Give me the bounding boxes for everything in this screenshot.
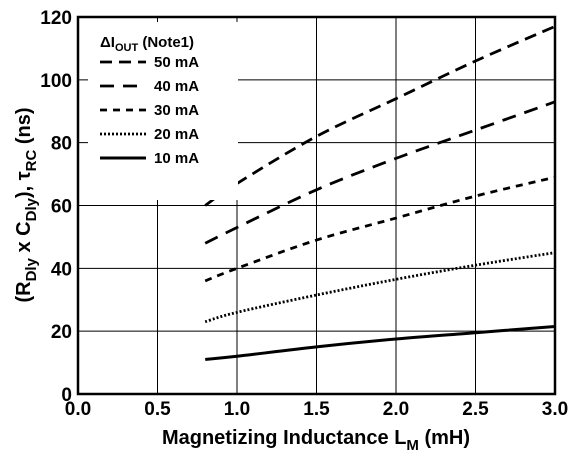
y-tick-label: 80 bbox=[51, 134, 72, 155]
x-tick-labels: 0.0 0.5 1.0 1.5 2.0 2.5 3.0 bbox=[65, 399, 568, 420]
legend-items: 50 mA 40 mA 30 mA 20 mA 10 mA bbox=[100, 54, 199, 167]
series-line-10-ma bbox=[205, 324, 556, 361]
legend-title: ΔIOUT (Note1) bbox=[100, 34, 194, 54]
y-tick-label: 40 bbox=[51, 259, 72, 280]
plot-frame bbox=[76, 15, 557, 396]
x-tick-label: 0.0 bbox=[65, 399, 91, 420]
legend-label: 30 mA bbox=[154, 102, 199, 119]
y-tick-label: 60 bbox=[51, 197, 72, 218]
y-tick-label: 20 bbox=[51, 322, 72, 343]
legend: ΔIOUT (Note1) 50 mA 40 mA 30 mA 20 mA 10 mA bbox=[88, 22, 238, 200]
x-tick-label: 2.0 bbox=[383, 399, 409, 420]
legend-label: 20 mA bbox=[154, 126, 199, 143]
x-tick-label: 3.0 bbox=[542, 399, 568, 420]
x-tick-label: 1.0 bbox=[224, 399, 250, 420]
x-tick-label: 1.5 bbox=[303, 399, 330, 420]
y-tick-label: 100 bbox=[40, 71, 72, 92]
x-tick-label: 2.5 bbox=[462, 399, 489, 420]
x-axis-label: Magnetizing Inductance LM (mH) bbox=[162, 427, 470, 454]
y-axis-label: (RDly x CDly), τRC (ns) bbox=[13, 107, 40, 302]
legend-label: 50 mA bbox=[154, 54, 199, 71]
y-tick-label: 0 bbox=[61, 385, 72, 406]
series-line-40-ma bbox=[204, 100, 556, 245]
x-tick-label: 0.5 bbox=[144, 399, 171, 420]
y-tick-labels: 0 20 40 60 80 100 120 bbox=[40, 8, 72, 406]
y-tick-label: 120 bbox=[40, 8, 72, 29]
series-line-20-ma bbox=[204, 251, 556, 324]
legend-label: 10 mA bbox=[154, 150, 199, 167]
legend-label: 40 mA bbox=[154, 78, 199, 95]
